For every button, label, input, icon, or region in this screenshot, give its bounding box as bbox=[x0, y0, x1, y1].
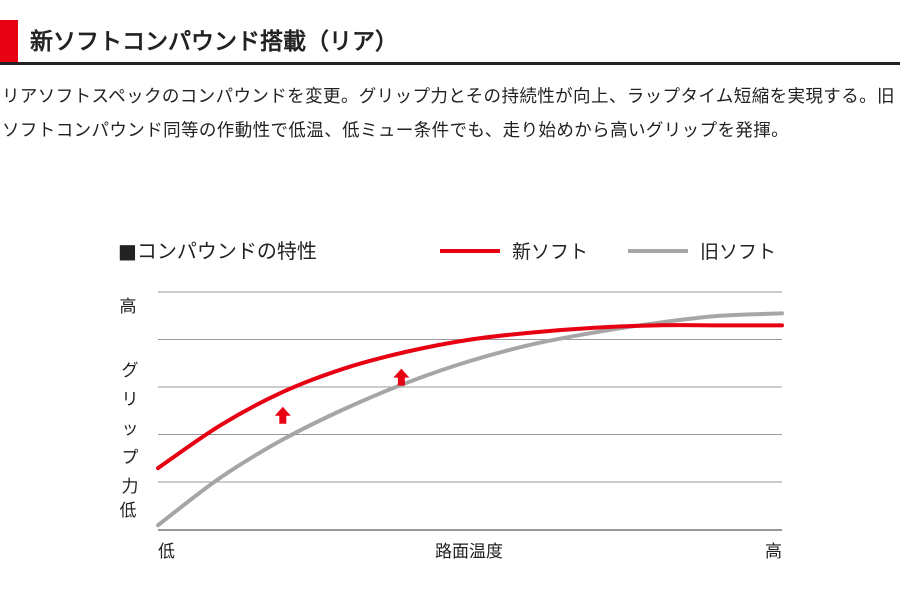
legend-new-soft-label: 新ソフト bbox=[512, 241, 588, 263]
y-axis-label: グリップ力 bbox=[122, 361, 139, 497]
accent-bar bbox=[0, 20, 18, 62]
page-header: 新ソフトコンパウンド搭載（リア） bbox=[0, 20, 900, 66]
y-tick-low: 低 bbox=[120, 501, 137, 521]
page-title: 新ソフトコンパウンド搭載（リア） bbox=[30, 29, 398, 55]
legend-old-soft-label: 旧ソフト bbox=[700, 241, 776, 263]
y-tick-high: 高 bbox=[120, 297, 137, 317]
chart-series bbox=[156, 311, 784, 528]
chart-grid bbox=[158, 291, 782, 531]
x-tick-high: 高 bbox=[765, 542, 782, 562]
chart-annotations bbox=[274, 368, 410, 424]
x-axis-label: 路面温度 bbox=[435, 542, 503, 562]
description-text: リアソフトスペックのコンパウンドを変更。グリップ力とその持続性が向上、ラップタイ… bbox=[2, 87, 895, 141]
chart-title: ■コンパウンドの特性 bbox=[118, 239, 317, 263]
series-line-new-soft bbox=[156, 323, 784, 471]
x-tick-low: 低 bbox=[158, 542, 175, 562]
series-line-old-soft bbox=[156, 311, 784, 528]
header-rule bbox=[0, 62, 900, 65]
up-arrow-icon bbox=[274, 406, 291, 424]
up-arrow-icon bbox=[393, 368, 410, 386]
